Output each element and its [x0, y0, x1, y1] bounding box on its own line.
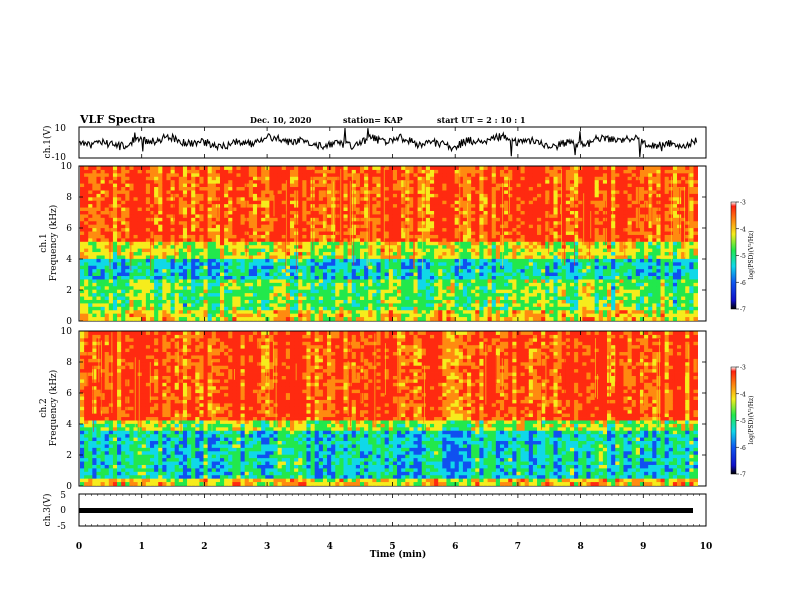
ch2-colorbar-tick: -3 — [740, 365, 746, 372]
ch2-freq-tick-label: 0 — [66, 482, 72, 492]
ch1-ytick-top: 10 — [55, 124, 67, 134]
ch2-freq-tick-label: 8 — [66, 358, 72, 368]
ch3-waveform-trace — [79, 508, 693, 513]
ch1-waveform-panel: 10 -10 ch.1(V) — [42, 124, 707, 163]
ch2-spectrogram-image — [80, 331, 698, 486]
time-tick-label: 3 — [264, 542, 270, 552]
ch2-spec-ylabel-frequency: Frequency (kHz) — [48, 370, 59, 447]
ch2-freq-tick-label: 4 — [66, 420, 72, 430]
ch1-colorbar-tick: -4 — [740, 226, 746, 233]
ch1-colorbar-scale — [730, 201, 737, 310]
time-tick-label: 9 — [640, 542, 646, 552]
ch2-freq-tick-label: 2 — [66, 451, 72, 461]
start-time-label: start UT = 2 : 10 : 1 — [437, 115, 526, 125]
ch1-spectrogram-panel: 0 2 4 6 8 10 ch.1 Frequency (kHz) — [39, 162, 707, 327]
date-label: Dec. 10, 2020 — [250, 115, 312, 125]
ch1-spec-ylabel-channel: ch.1 — [39, 233, 49, 252]
ch1-ylabel: ch.1(V) — [42, 126, 53, 159]
ch1-freq-tick-label: 4 — [66, 255, 72, 265]
ch2-colorbar-tick: -6 — [740, 445, 746, 452]
ch2-colorbar-tick: -5 — [740, 418, 746, 425]
ch2-colorbar-label: log(PSD)(V²/Hz) — [748, 396, 755, 445]
ch2-freq-tick-label: 10 — [61, 327, 73, 337]
ch2-colorbar: -3 -4 -5 -6 -7 log(PSD)(V²/Hz) — [730, 365, 755, 479]
ch1-freq-tick-label: 6 — [66, 224, 72, 234]
ch1-waveform-trace — [78, 127, 698, 158]
ch1-spectrogram-image — [80, 166, 698, 321]
ch3-ytick-mid: 0 — [60, 506, 66, 516]
ch1-spec-ylabel-frequency: Frequency (kHz) — [48, 205, 59, 282]
time-axis-label: Time (min) — [370, 549, 427, 560]
time-tick-label: 4 — [327, 542, 333, 552]
ch1-colorbar-tick: -5 — [740, 253, 746, 260]
ch3-ytick-bottom: -5 — [57, 522, 66, 532]
ch1-freq-tick-label: 8 — [66, 193, 72, 203]
time-axis: 0 1 2 3 4 5 6 7 8 9 10 — [76, 127, 712, 552]
ch2-freq-tick-label: 6 — [66, 389, 72, 399]
ch2-colorbar-scale — [730, 366, 737, 475]
ch2-colorbar-tick: -4 — [740, 391, 746, 398]
ch3-ylabel: ch.3(V) — [42, 494, 53, 527]
ch1-colorbar-tick: -6 — [740, 280, 746, 287]
ch1-ytick-bottom: -10 — [52, 153, 67, 163]
plot-title: VLF Spectra — [80, 113, 156, 126]
ch2-spec-ylabel-channel: ch.2 — [39, 398, 49, 417]
ch3-ytick-top: 5 — [60, 491, 66, 501]
time-tick-label: 5 — [389, 542, 395, 552]
time-tick-label: 0 — [76, 542, 82, 552]
ch1-colorbar-label: log(PSD)(V²/Hz) — [748, 231, 755, 280]
time-tick-label: 10 — [700, 542, 713, 552]
ch1-colorbar-tick: -3 — [740, 200, 746, 207]
ch2-colorbar-tick: -7 — [740, 472, 746, 479]
time-tick-label: 8 — [577, 542, 583, 552]
ch2-spectrogram-panel: 0 2 4 6 8 10 ch.2 Frequency (kHz) — [39, 327, 707, 492]
ch1-colorbar: -3 -4 -5 -6 -7 log(PSD)(V²/Hz) — [730, 200, 755, 314]
ch1-freq-tick-label: 10 — [61, 162, 73, 172]
station-label: station= KAP — [343, 115, 403, 125]
ch1-freq-tick-label: 0 — [66, 317, 72, 327]
ch1-colorbar-tick: -7 — [740, 307, 746, 314]
ch1-freq-tick-label: 2 — [66, 286, 72, 296]
time-tick-label: 6 — [452, 542, 458, 552]
time-tick-label: 7 — [515, 542, 521, 552]
time-tick-label: 1 — [139, 542, 145, 552]
time-tick-label: 2 — [201, 542, 207, 552]
